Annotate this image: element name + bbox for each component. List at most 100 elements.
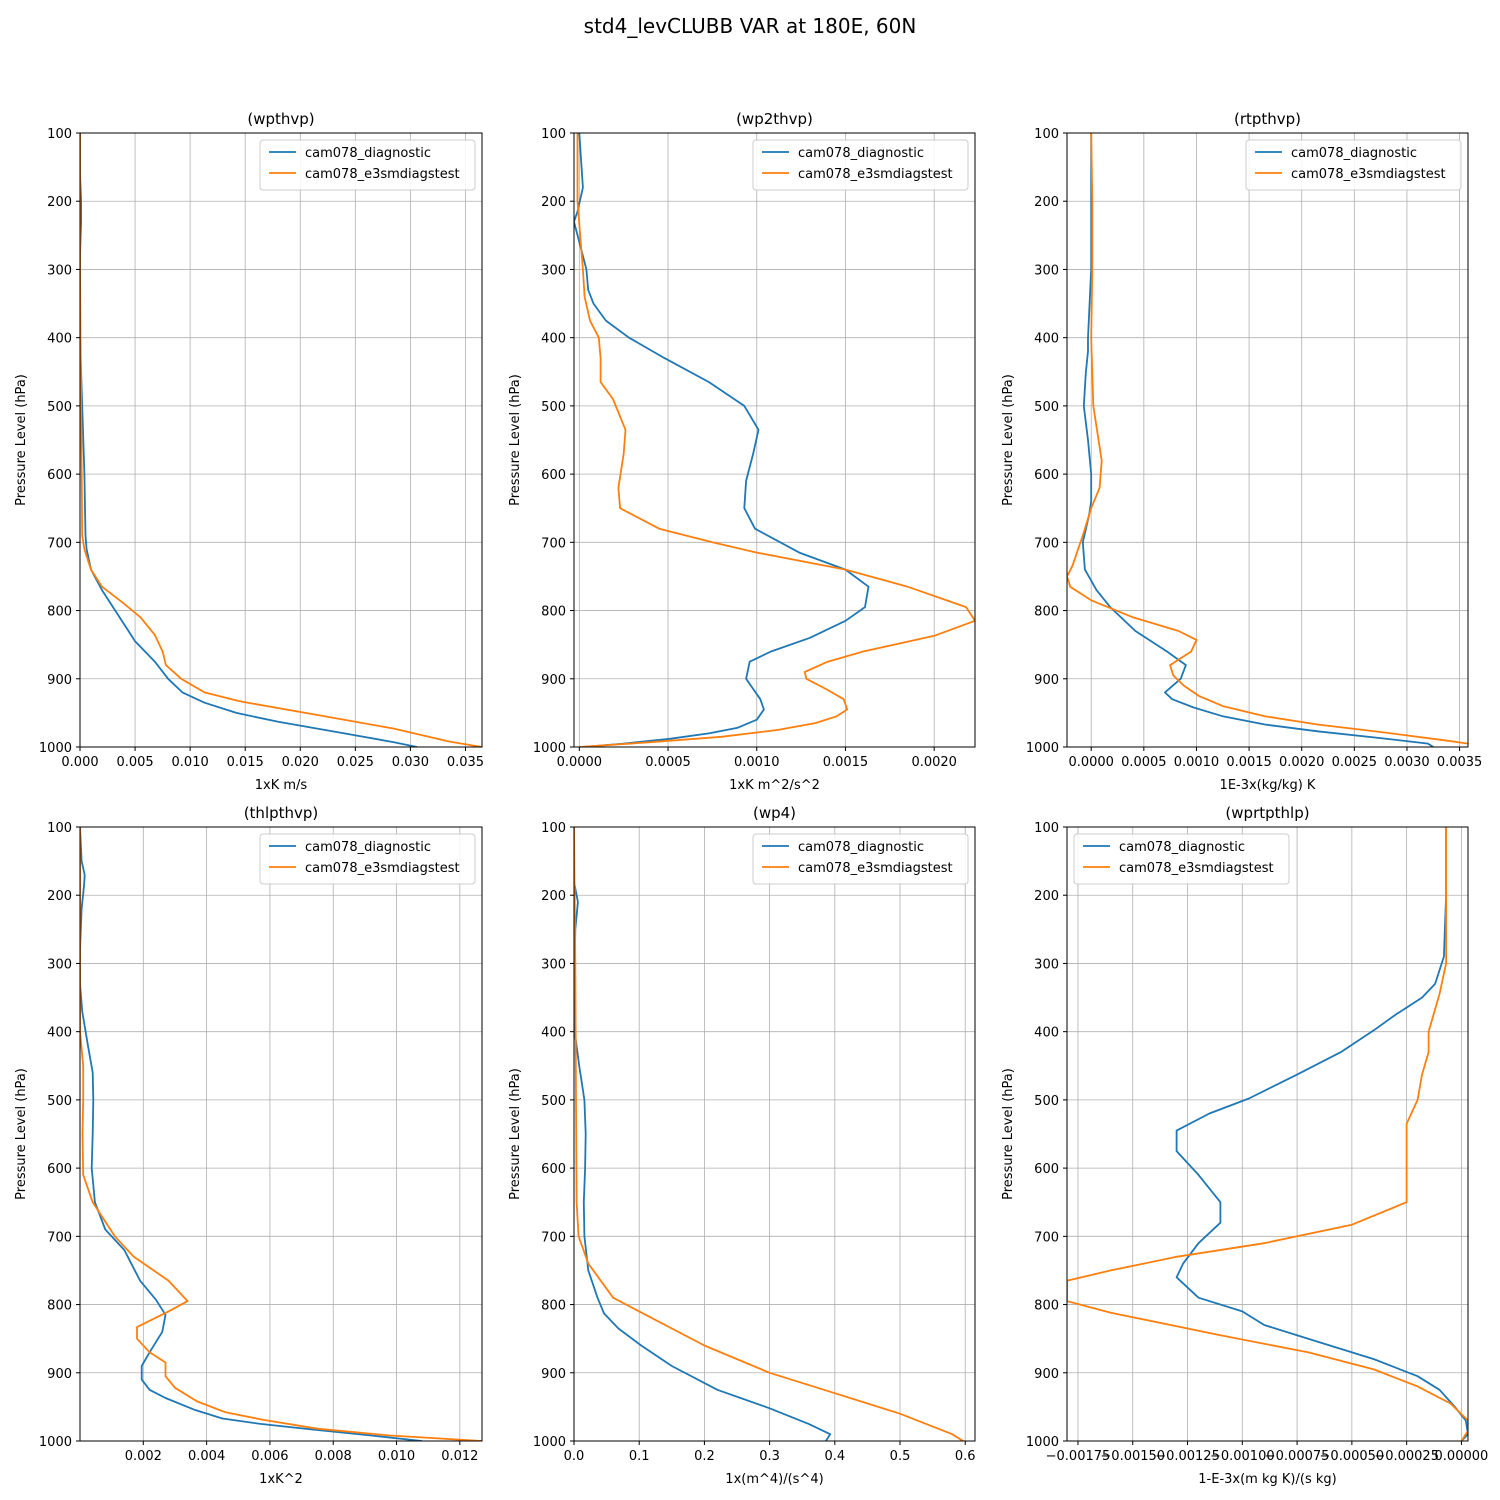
x-tick-label: 0.006 (251, 1449, 288, 1464)
axes-frame (79, 132, 483, 748)
y-tick-label: 400 (541, 1026, 566, 1041)
x-tick-label: 0.0015 (823, 755, 869, 770)
y-axis-label: Pressure Level (hPa) (508, 374, 523, 506)
x-tick-label: 0.00000 (1435, 1449, 1489, 1464)
y-tick-label: 600 (1034, 1162, 1059, 1177)
y-tick-label: 800 (1034, 605, 1059, 620)
y-tick-label: 500 (541, 400, 566, 415)
legend-label: cam078_e3smdiagstest (1119, 861, 1274, 876)
y-tick-label: 800 (541, 605, 566, 620)
subplot-title: (wp4) (753, 804, 796, 822)
y-tick-label: 100 (541, 821, 566, 836)
axes-frame (79, 826, 483, 1442)
y-axis-label: Pressure Level (hPa) (14, 1068, 29, 1200)
series-line-cam078_e3smdiagstest (1067, 133, 1468, 745)
subplot-title: (thlpthvp) (244, 804, 319, 822)
y-tick-label: 400 (1034, 1026, 1059, 1041)
y-tick-label: 1000 (533, 741, 566, 756)
y-tick-label: 200 (541, 889, 566, 904)
subplot-title: (rtpthvp) (1234, 110, 1301, 128)
y-tick-label: 900 (1034, 673, 1059, 688)
axes-frame (573, 826, 976, 1442)
subplot-6: −0.00175−0.00150−0.00125−0.00100−0.00075… (1001, 804, 1488, 1487)
y-tick-label: 300 (1034, 957, 1059, 972)
y-axis-label: Pressure Level (hPa) (1001, 1068, 1016, 1200)
y-tick-label: 700 (541, 1230, 566, 1245)
y-tick-label: 800 (541, 1299, 566, 1314)
x-tick-label: 0.0000 (557, 755, 603, 770)
y-tick-label: 300 (541, 957, 566, 972)
series-line-cam078_e3smdiagstest (80, 133, 482, 747)
y-tick-label: 500 (1034, 1094, 1059, 1109)
subplot-1: 0.000 0.005 0.010 0.015 0.020 0.025 0.030 0.035… (14, 110, 484, 793)
legend: cam078_diagnostic cam078_e3smdiagstest (752, 139, 969, 191)
legend: cam078_diagnostic cam078_e3smdiagstest (259, 833, 476, 885)
x-tick-label: −0.00125 (1155, 1449, 1220, 1464)
series-line-cam078_diagnostic (80, 827, 422, 1441)
y-tick-label: 700 (541, 536, 566, 551)
x-tick-label: 0.000 (61, 755, 98, 770)
x-tick-label: 0.0035 (1437, 755, 1483, 770)
x-tick-label: 0.010 (172, 755, 209, 770)
x-tick-label: 0.5 (890, 1449, 911, 1464)
x-tick-label: 0.020 (282, 755, 319, 770)
y-tick-label: 900 (47, 673, 72, 688)
legend-label: cam078_diagnostic (305, 840, 431, 855)
legend-label: cam078_e3smdiagstest (1291, 167, 1446, 182)
y-tick-label: 200 (47, 195, 72, 210)
x-axis-label: 1-E-3x(m kg K)/(s kg) (1198, 1472, 1336, 1487)
y-tick-label: 200 (1034, 195, 1059, 210)
x-tick-label: 0.3 (759, 1449, 780, 1464)
y-tick-label: 600 (47, 468, 72, 483)
y-tick-label: 300 (541, 263, 566, 278)
x-tick-label: −0.00150 (1100, 1449, 1165, 1464)
subplot-3: 0.0000 0.0005 0.0010 0.0015 0.0020 0.0025 0.00… (1001, 110, 1482, 793)
subplot-5: 0.0 0.1 0.2 0.3 0.4 0.5 0.6 100 200 300 400 500 600 7… (508, 804, 976, 1487)
y-tick-label: 1000 (533, 1435, 566, 1450)
series-line-cam078_diagnostic (1175, 827, 1468, 1441)
x-axis-label: 1x(m^4)/(s^4) (725, 1472, 823, 1487)
x-tick-label: 0.0005 (1121, 755, 1167, 770)
legend-label: cam078_diagnostic (798, 146, 924, 161)
series-line-cam078_e3smdiagstest (80, 827, 482, 1441)
series-line-cam078_e3smdiagstest (1067, 827, 1468, 1441)
series-line-cam078_diagnostic (574, 827, 832, 1441)
y-tick-label: 1000 (39, 741, 72, 756)
legend-box (259, 139, 476, 191)
figure-suptitle: std4_levCLUBB VAR at 180E, 60N (583, 14, 917, 38)
y-tick-label: 900 (541, 673, 566, 688)
axes-frame (573, 132, 976, 748)
y-tick-label: 500 (1034, 400, 1059, 415)
y-tick-label: 400 (1034, 332, 1059, 347)
series-line-cam078_diagnostic (574, 133, 870, 747)
subplot-4: 0.002 0.004 0.006 0.008 0.010 0.012 100 200 300 4… (14, 804, 483, 1487)
x-tick-label: 0.0005 (645, 755, 691, 770)
legend: cam078_diagnostic cam078_e3smdiagstest (752, 833, 969, 885)
y-tick-label: 100 (1034, 821, 1059, 836)
y-tick-label: 700 (1034, 536, 1059, 551)
x-tick-label: 0.025 (337, 755, 374, 770)
x-tick-label: 0.002 (125, 1449, 162, 1464)
x-tick-label: −0.00075 (1265, 1449, 1330, 1464)
x-tick-label: 0.035 (447, 755, 484, 770)
x-tick-label: 0.030 (392, 755, 429, 770)
y-tick-label: 600 (541, 1162, 566, 1177)
x-tick-label: 0.1 (629, 1449, 650, 1464)
y-tick-label: 700 (47, 536, 72, 551)
x-tick-label: 0.004 (188, 1449, 225, 1464)
y-tick-label: 600 (47, 1162, 72, 1177)
x-tick-label: 0.0000 (1068, 755, 1114, 770)
y-tick-label: 900 (541, 1367, 566, 1382)
y-tick-label: 1000 (1026, 741, 1059, 756)
x-axis-label: 1E-3x(kg/kg) K (1220, 778, 1316, 793)
x-tick-label: −0.00025 (1374, 1449, 1439, 1464)
x-tick-label: −0.00175 (1046, 1449, 1111, 1464)
x-tick-label: 0.0010 (734, 755, 780, 770)
legend: cam078_diagnostic cam078_e3smdiagstest (259, 139, 476, 191)
y-tick-label: 800 (47, 1299, 72, 1314)
y-tick-label: 300 (47, 957, 72, 972)
y-tick-label: 800 (1034, 1299, 1059, 1314)
legend-box (259, 833, 476, 885)
